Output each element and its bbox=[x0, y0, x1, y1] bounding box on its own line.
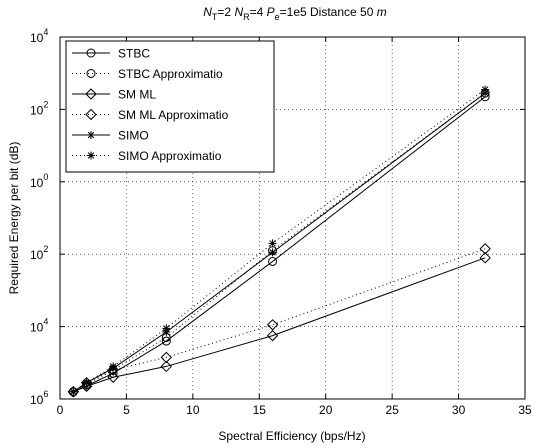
x-tick-label-5: 25 bbox=[385, 403, 399, 417]
y-tick-exponent-1: 4 bbox=[43, 317, 48, 327]
series-3-point-5 bbox=[479, 243, 491, 255]
series-5-point-0 bbox=[69, 387, 78, 396]
series-3-point-4 bbox=[266, 319, 279, 331]
series-5-point-2 bbox=[109, 362, 118, 371]
y-tick-exponent-0: 6 bbox=[43, 389, 48, 399]
x-axis-label: Spectral Efficiency (bps/Hz) bbox=[218, 429, 365, 443]
title-part-4: R bbox=[243, 12, 250, 22]
title-part-5: =4 bbox=[250, 5, 267, 19]
title-part-2: =2 bbox=[217, 5, 234, 19]
series-line-5 bbox=[73, 89, 486, 393]
y-tick-base-5: 10 bbox=[30, 31, 44, 45]
y-tick-base-4: 10 bbox=[30, 103, 44, 117]
series-3-point-3 bbox=[160, 351, 172, 364]
x-tick-label-6: 30 bbox=[452, 403, 466, 417]
y-tick-exponent-2: 2 bbox=[43, 244, 48, 254]
y-tick-exponent-3: 0 bbox=[43, 172, 48, 182]
y-tick-label-0: 106 bbox=[30, 389, 48, 407]
x-tick-label-7: 35 bbox=[518, 403, 532, 417]
series-2-point-2 bbox=[107, 371, 119, 383]
series-3-point-1 bbox=[80, 377, 93, 389]
title-part-0: N bbox=[203, 5, 212, 19]
title-part-9: m bbox=[377, 5, 387, 19]
series-2-point-4 bbox=[266, 329, 279, 342]
x-tick-label-0: 0 bbox=[57, 403, 64, 417]
y-axis-label: Required Energy per bit (dB) bbox=[7, 142, 21, 295]
plot-frame bbox=[59, 36, 526, 400]
legend-label-1: STBC Approximatio bbox=[118, 67, 223, 81]
y-tick-base-2: 10 bbox=[30, 248, 44, 262]
legend-marker-5 bbox=[87, 151, 95, 160]
x-tick-label-4: 20 bbox=[319, 403, 333, 417]
title-part-7: e bbox=[275, 12, 280, 22]
x-tick-label-3: 15 bbox=[253, 403, 267, 417]
legend-marker-2 bbox=[85, 88, 97, 100]
legend-marker-1 bbox=[86, 69, 96, 78]
y-tick-base-3: 10 bbox=[30, 176, 44, 190]
series-line-2 bbox=[73, 257, 486, 393]
y-tick-base-1: 10 bbox=[30, 321, 44, 335]
legend-label-4: SIMO bbox=[118, 129, 149, 143]
legend-label-0: STBC bbox=[118, 47, 150, 61]
series-5-point-3 bbox=[162, 324, 171, 333]
y-tick-exponent-5: 4 bbox=[43, 27, 48, 37]
series-lines bbox=[73, 89, 486, 393]
legend-label-3: SM ML Approximatio bbox=[118, 108, 229, 122]
legend-label-2: SM ML bbox=[118, 88, 156, 102]
series-2-point-5 bbox=[479, 252, 491, 264]
y-tick-label-1: 104 bbox=[30, 317, 48, 335]
series-5-point-4 bbox=[268, 239, 277, 248]
series-0-point-4 bbox=[268, 256, 278, 266]
y-tick-exponent-4: 2 bbox=[43, 99, 48, 109]
title-part-3: N bbox=[234, 5, 243, 19]
chart-title: NT=2 NR=4 Pe=1e5 Distance 50 m bbox=[203, 5, 386, 22]
legend-label-5: SIMO Approximatio bbox=[118, 149, 222, 163]
y-tick-label-2: 102 bbox=[30, 244, 48, 262]
legend-marker-4 bbox=[87, 131, 95, 139]
legend: STBC STBC Approximatio SM ML SM ML Approxim… bbox=[65, 40, 275, 173]
y-tick-label-4: 102 bbox=[30, 99, 48, 117]
legend-marker-0 bbox=[86, 48, 96, 58]
series-line-3 bbox=[73, 248, 486, 393]
legend-box bbox=[65, 40, 275, 173]
y-tick-label-3: 100 bbox=[30, 172, 48, 190]
y-tick-label-5: 104 bbox=[30, 27, 48, 45]
series-2-point-3 bbox=[160, 360, 172, 373]
x-axis-ticks: 0 5 10 15 20 25 30 35 bbox=[57, 37, 532, 417]
x-tick-label-1: 5 bbox=[123, 403, 130, 417]
series-4-point-4 bbox=[268, 248, 277, 257]
legend-marker-3 bbox=[85, 108, 97, 121]
y-tick-base-0: 10 bbox=[30, 393, 44, 407]
series-5-point-1 bbox=[82, 378, 91, 387]
title-part-1: T bbox=[212, 12, 218, 22]
series-3-point-0 bbox=[67, 386, 79, 398]
title-part-6: P bbox=[267, 5, 275, 19]
series-markers bbox=[67, 85, 491, 398]
x-tick-label-2: 10 bbox=[186, 403, 200, 417]
title-part-8: =1e5 Distance 50 bbox=[280, 5, 377, 19]
series-5-point-5 bbox=[481, 85, 490, 94]
series-0-point-3 bbox=[161, 336, 171, 346]
